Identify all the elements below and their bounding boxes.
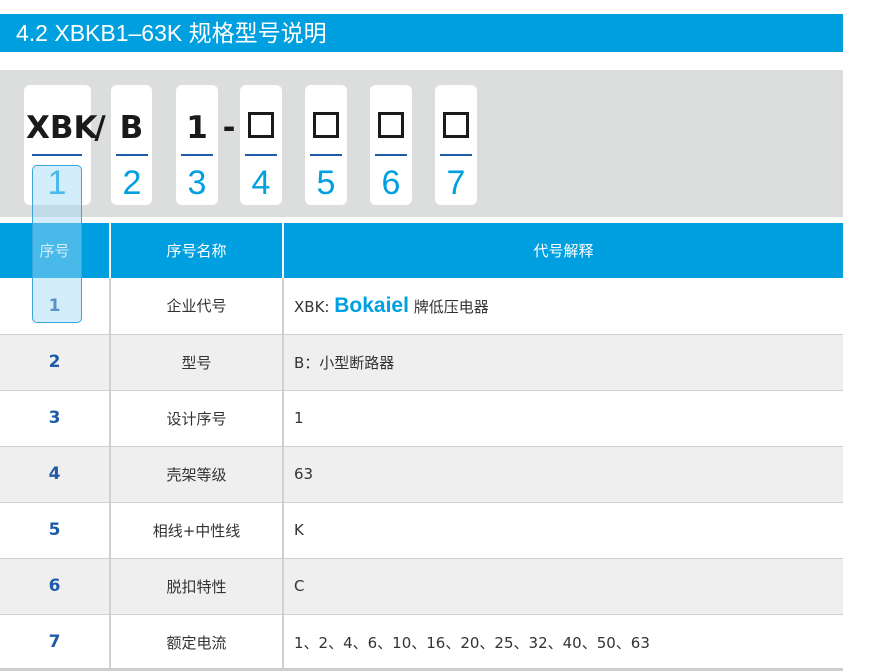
slot-number-5: 5 (316, 164, 336, 202)
placeholder-box-6 (370, 108, 412, 148)
table-row: 6 脱扣特性 C (0, 558, 843, 615)
header-no: 序号 (0, 223, 110, 278)
code-b: B (119, 110, 144, 146)
slot-number-7: 7 (446, 164, 466, 202)
underline-7 (440, 154, 472, 156)
table-row: 1 企业代号 XBK: Bokaiel 牌低压电器 (0, 278, 843, 335)
slot-number-2: 2 (122, 164, 142, 202)
table-header-row: 序号 序号名称 代号解释 (0, 223, 843, 278)
table-row: 5 相线+中性线 K (0, 502, 843, 559)
row-name: 企业代号 (109, 278, 283, 335)
slot-number-6: 6 (381, 164, 401, 202)
slot-number-3: 3 (187, 164, 207, 202)
code-1: 1 (186, 110, 208, 146)
slot-number-4: 4 (251, 164, 271, 202)
row-no: 1 (0, 278, 110, 335)
row-desc: K (282, 502, 843, 559)
row-desc: 63 (282, 446, 843, 503)
highlight-callout (32, 165, 82, 323)
table-row: 2 型号 B：小型断路器 (0, 334, 843, 391)
code-dash: - (222, 110, 236, 146)
row-name: 型号 (109, 334, 283, 391)
row-desc: C (282, 558, 843, 615)
underline-3 (181, 154, 213, 156)
underline-2 (116, 154, 148, 156)
placeholder-box-7 (435, 108, 477, 148)
brand-logo: Bokaiel (334, 293, 409, 317)
row-name: 相线+中性线 (109, 502, 283, 559)
code-card-1 (24, 85, 91, 205)
row-no: 6 (0, 558, 110, 615)
underline-6 (375, 154, 407, 156)
desc-prefix: XBK: (294, 297, 330, 316)
placeholder-box-5 (305, 108, 347, 148)
row-name: 壳架等级 (109, 446, 283, 503)
row-desc: 1、2、4、6、10、16、20、25、32、40、50、63 (282, 614, 843, 671)
header-name: 序号名称 (109, 223, 283, 278)
code-card-3 (176, 85, 218, 205)
table-row: 7 额定电流 1、2、4、6、10、16、20、25、32、40、50、63 (0, 614, 843, 671)
section-title: 4.2 XBKB1–63K 规格型号说明 (0, 14, 843, 52)
code-slash: / (94, 110, 106, 146)
row-name: 额定电流 (109, 614, 283, 671)
row-no: 5 (0, 502, 110, 559)
row-desc: 1 (282, 390, 843, 447)
placeholder-box-4 (240, 108, 282, 148)
slot-number-1: 1 (47, 164, 67, 202)
table-row: 4 壳架等级 63 (0, 446, 843, 503)
underline-5 (310, 154, 342, 156)
code-card-2 (111, 85, 152, 205)
spec-table: 序号 序号名称 代号解释 1 企业代号 XBK: Bokaiel 牌低压电器 2… (0, 223, 843, 671)
row-desc: B：小型断路器 (282, 334, 843, 391)
table-bottom-border (0, 668, 843, 670)
row-no: 3 (0, 390, 110, 447)
row-no: 7 (0, 614, 110, 671)
header-desc: 代号解释 (282, 223, 843, 278)
row-desc: XBK: Bokaiel 牌低压电器 (282, 278, 843, 335)
row-no: 2 (0, 334, 110, 391)
row-name: 设计序号 (109, 390, 283, 447)
row-name: 脱扣特性 (109, 558, 283, 615)
underline-1 (32, 154, 82, 156)
row-no: 4 (0, 446, 110, 503)
code-card-6 (370, 85, 412, 205)
table-row: 3 设计序号 1 (0, 390, 843, 447)
code-card-5 (305, 85, 347, 205)
code-card-4 (240, 85, 282, 205)
desc-suffix: 牌低压电器 (413, 297, 489, 316)
underline-4 (245, 154, 277, 156)
code-card-7 (435, 85, 477, 205)
code-xbk: XBK (26, 110, 98, 146)
